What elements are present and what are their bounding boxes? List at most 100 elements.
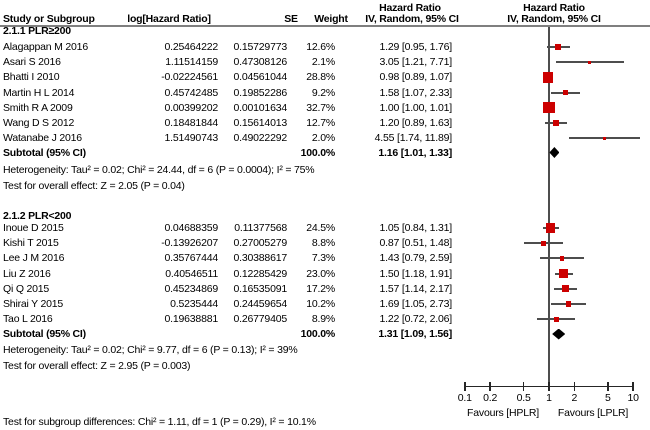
subtotal-diamond <box>552 328 566 340</box>
effect-square <box>563 90 569 96</box>
axis-tick-label: 0.5 <box>516 392 531 404</box>
subtotal-ci-text: 1.31 [1.09, 1.56] <box>378 328 452 340</box>
study-name: Liu Z 2016 <box>3 267 51 280</box>
se-value: 0.30388617 <box>233 252 288 265</box>
col-header-loghr: log[Hazard Ratio] <box>127 13 211 25</box>
se-value: 0.15729773 <box>233 41 288 53</box>
study-name: Shirai Y 2015 <box>3 298 64 310</box>
ci-text: 1.58 [1.07, 2.33] <box>379 86 453 99</box>
weight-value: 23.0% <box>306 267 335 280</box>
weight-value: 10.2% <box>306 298 335 310</box>
study-name: Inoue D 2015 <box>3 222 64 234</box>
loghr-value: 0.35767444 <box>164 252 219 265</box>
weight-value: 32.7% <box>306 101 335 114</box>
ci-text: 4.55 [1.74, 11.89] <box>374 132 453 145</box>
loghr-value: 0.5235444 <box>170 298 218 310</box>
subtotal-label: Subtotal (95% CI) <box>3 328 86 340</box>
se-value: 0.47308126 <box>233 56 288 69</box>
study-name: Asari S 2016 <box>3 56 61 69</box>
se-value: 0.24459654 <box>233 298 288 310</box>
subgroup-label: 2.1.1 PLR≥200 <box>3 24 71 37</box>
se-value: 0.11377568 <box>234 222 287 234</box>
se-value: 0.16535091 <box>233 282 288 295</box>
col-header-weight: Weight <box>314 13 348 25</box>
loghr-value: 0.45234869 <box>164 282 219 295</box>
subgroup-label: 2.1.2 PLR<200 <box>3 209 72 222</box>
se-value: 0.04561044 <box>233 71 288 84</box>
effect-square <box>565 301 571 307</box>
loghr-value: -0.13926207 <box>161 237 218 250</box>
loghr-value: 0.04688359 <box>164 222 219 234</box>
weight-value: 7.3% <box>311 252 335 265</box>
ci-text: 1.20 [0.89, 1.63] <box>379 117 453 129</box>
se-value: 0.49022292 <box>233 132 288 145</box>
hazard-ratio-plot-title: Hazard Ratio <box>523 2 585 14</box>
subgroup-difference-text: Test for subgroup differences: Chi² = 1.… <box>3 415 316 428</box>
weight-value: 12.6% <box>306 41 335 53</box>
axis-tick <box>607 382 609 391</box>
effect-square <box>561 285 570 293</box>
overall-effect-text: Test for overall effect: Z = 2.05 (P = 0… <box>3 179 185 192</box>
subtotal-label: Subtotal (95% CI) <box>3 146 86 159</box>
ci-text: 3.05 [1.21, 7.71] <box>379 56 453 69</box>
se-value: 0.19852286 <box>233 86 288 99</box>
ci-text: 1.22 [0.72, 2.06] <box>379 313 453 326</box>
axis-tick-label: 2 <box>571 392 578 404</box>
loghr-value: -0.02224561 <box>161 71 218 84</box>
axis-tick-label: 0.1 <box>457 392 472 404</box>
no-effect-line <box>548 27 550 387</box>
axis-tick-label: 5 <box>605 392 611 404</box>
overall-effect-text: Test for overall effect: Z = 2.95 (P = 0… <box>3 359 191 372</box>
ci-text: 1.29 [0.95, 1.76] <box>379 41 453 53</box>
study-name: Alagappan M 2016 <box>3 41 88 53</box>
effect-square <box>588 60 592 64</box>
col-header-study: Study or Subgroup <box>3 13 95 25</box>
subtotal-weight: 100.0% <box>300 146 336 159</box>
axis-tick <box>548 382 550 391</box>
ci-text: 1.57 [1.14, 2.17] <box>379 282 453 295</box>
loghr-value: 1.51490743 <box>164 132 219 145</box>
weight-value: 24.5% <box>306 222 335 234</box>
effect-square <box>553 316 559 322</box>
axis-tick <box>522 382 525 391</box>
axis-tick-label: 0.2 <box>483 392 498 404</box>
ci-text: 1.00 [1.00, 1.01] <box>379 101 453 114</box>
axis-tick <box>632 382 634 391</box>
ci-text: 1.69 [1.05, 2.73] <box>379 298 453 310</box>
ci-text: 1.05 [0.84, 1.31] <box>379 222 453 234</box>
loghr-value: 0.25464222 <box>164 41 219 53</box>
effect-square <box>543 102 555 114</box>
loghr-value: 0.00399202 <box>164 101 219 114</box>
axis-tick-label: 10 <box>627 392 639 404</box>
weight-value: 28.8% <box>306 71 335 84</box>
heterogeneity-text: Heterogeneity: Tau² = 0.02; Chi² = 9.77,… <box>3 343 298 356</box>
ci-text: 1.50 [1.18, 1.91] <box>379 267 453 280</box>
ci-text: 0.98 [0.89, 1.07] <box>379 71 453 84</box>
study-name: Lee J M 2016 <box>3 252 65 265</box>
weight-value: 2.0% <box>311 132 335 145</box>
hazard-ratio-column-title: Hazard Ratio <box>379 2 441 14</box>
weight-value: 8.9% <box>311 313 335 326</box>
loghr-value: 1.11514159 <box>165 56 218 69</box>
subtotal-weight: 100.0% <box>300 328 336 340</box>
study-name: Qi Q 2015 <box>3 282 50 295</box>
weight-value: 9.2% <box>311 86 335 99</box>
axis-tick <box>489 382 491 391</box>
effect-square <box>552 120 559 126</box>
effect-square <box>543 72 554 83</box>
subtotal-ci-text: 1.16 [1.01, 1.33] <box>378 146 452 159</box>
axis-tick <box>573 382 576 391</box>
study-name: Smith R A 2009 <box>3 101 73 114</box>
heterogeneity-text: Heterogeneity: Tau² = 0.02; Chi² = 24.44… <box>3 164 315 176</box>
favours-right-label: Favours [LPLR] <box>557 406 629 419</box>
loghr-value: 0.40546511 <box>165 267 218 280</box>
se-value: 0.26779405 <box>233 313 288 326</box>
study-name: Martin H L 2014 <box>3 86 75 99</box>
se-value: 0.12285429 <box>233 267 288 280</box>
study-name: Wang D S 2012 <box>3 117 75 129</box>
effect-square <box>555 44 562 50</box>
loghr-value: 0.45742485 <box>164 86 219 99</box>
axis-tick-label: 1 <box>546 392 552 404</box>
study-name: Watanabe J 2016 <box>3 132 82 145</box>
